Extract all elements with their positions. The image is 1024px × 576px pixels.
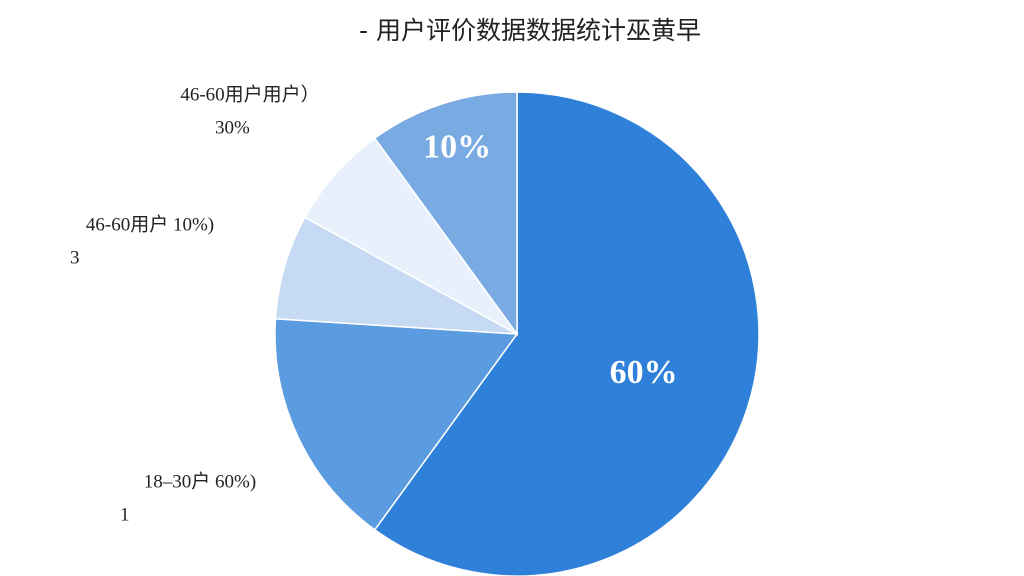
pie-slice — [373, 91, 760, 576]
slice-annotation: 1 — [120, 504, 130, 525]
slice-annotation: 30% — [215, 117, 250, 138]
slice-annotation: 3 — [70, 247, 80, 268]
pie-slice — [373, 91, 518, 337]
slice-annotation: 46-60用户 10%) — [86, 213, 214, 235]
slice-annotation: 18–30户 60%) — [144, 470, 256, 492]
pie-slice — [303, 137, 518, 335]
value-label: 10% — [423, 129, 491, 166]
value-label: 60% — [610, 354, 678, 391]
pie-slice — [274, 216, 518, 335]
slice-annotation: 46-60用户用户） — [180, 83, 319, 105]
pie-slice — [274, 318, 519, 531]
chart-title: - 用户评价数据数据统计巫黄早 — [359, 16, 701, 45]
